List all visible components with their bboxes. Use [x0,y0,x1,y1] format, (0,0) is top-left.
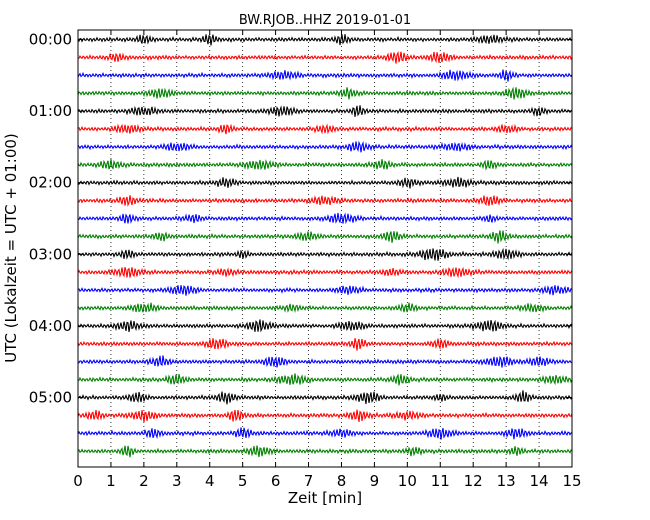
trace-0015 [77,50,573,64]
x-tick-label: 15 [562,472,581,490]
x-tick-label: 2 [139,472,149,490]
y-tick-labels: 00:00 01:00 02:00 03:00 04:00 05:00 [29,31,72,407]
trace-0100 [77,105,573,117]
trace-0315 [77,266,573,279]
trace-0030 [77,69,573,82]
trace-0500 [77,390,573,405]
x-tick-label: 10 [398,472,417,490]
trace-0545 [77,445,573,458]
trace-0415 [77,338,573,351]
trace-0145 [77,159,573,171]
x-tick-label: 5 [238,472,248,490]
chart-title: BW.RJOB..HHZ 2019-01-01 [239,13,411,28]
trace-0530 [77,427,573,440]
y-tick-label: 02:00 [29,174,72,192]
axis-ticks [77,30,573,467]
x-tick-label: 3 [172,472,182,490]
trace-0330 [77,284,573,296]
x-tick-label: 6 [271,472,281,490]
x-tick-label: 4 [205,472,215,490]
y-tick-label: 04:00 [29,317,72,335]
x-tick-label: 1 [106,472,116,490]
trace-0130 [77,140,573,153]
trace-0200 [77,176,573,189]
y-tick-label: 05:00 [29,389,72,407]
trace-0215 [77,195,573,207]
trace-0445 [77,373,573,386]
plot-frame [77,29,573,468]
trace-0000 [77,34,573,46]
x-tick-label: 11 [431,472,450,490]
trace-0245 [77,230,573,244]
y-tick-label: 01:00 [29,102,72,120]
y-axis-label: UTC (Lokalzeit = UTC + 01:00) [2,133,20,363]
trace-0115 [77,123,573,135]
trace-0045 [77,86,573,100]
trace-0515 [77,409,573,423]
x-tick-labels: 0 1 2 3 4 5 6 7 8 9 10 11 12 13 14 15 [73,472,581,490]
trace-0300 [77,247,573,261]
traces [77,34,573,458]
trace-0230 [77,212,573,225]
trace-0430 [77,355,573,368]
x-tick-label: 12 [464,472,483,490]
x-tick-label: 9 [370,472,380,490]
trace-0345 [77,302,573,314]
y-tick-label: 00:00 [29,31,72,49]
x-axis-label: Zeit [min] [288,489,362,507]
x-tick-label: 13 [497,472,516,490]
x-tick-label: 8 [337,472,347,490]
grid-lines [110,30,540,467]
x-tick-label: 0 [73,472,83,490]
x-tick-label: 7 [304,472,314,490]
trace-0400 [77,319,573,333]
y-tick-label: 03:00 [29,245,72,263]
x-tick-label: 14 [530,472,549,490]
